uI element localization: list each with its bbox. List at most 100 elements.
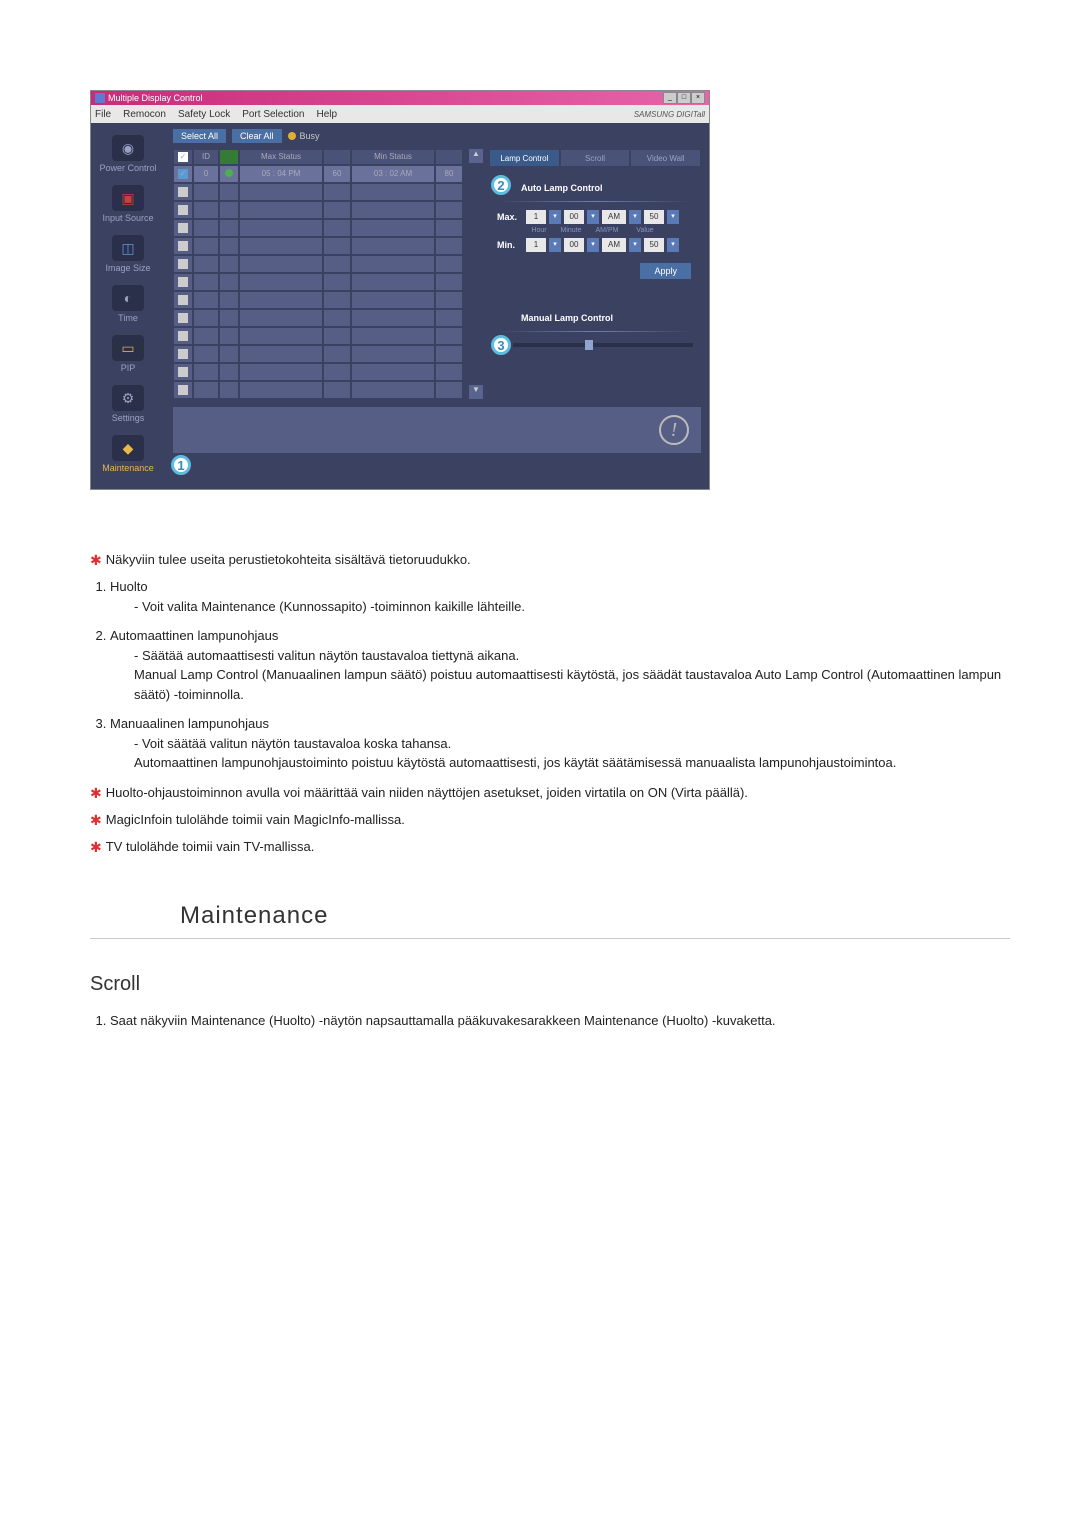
power-icon: ◉ — [112, 135, 144, 161]
apply-button[interactable]: Apply — [640, 263, 691, 279]
app-icon — [95, 93, 105, 103]
grid-scrollbar[interactable]: ▲ ▼ — [469, 149, 483, 399]
max-val[interactable]: 50 — [644, 210, 664, 224]
max-hour[interactable]: 1 — [526, 210, 546, 224]
settings-icon: ⚙ — [112, 385, 144, 411]
sidebar-item-pip[interactable]: ▭PIP — [91, 331, 165, 381]
doc-text: Näkyviin tulee useita perustietokohteita… — [106, 550, 471, 571]
dropdown-icon[interactable]: ▾ — [629, 238, 641, 252]
brand-label: SAMSUNG DIGITall — [634, 110, 705, 119]
dropdown-icon[interactable]: ▾ — [549, 238, 561, 252]
grid-header: ✓ ID Max Status Min Status — [173, 149, 463, 165]
busy-dot-icon — [288, 132, 296, 140]
menu-port-selection[interactable]: Port Selection — [242, 109, 304, 120]
display-grid: ✓ ID Max Status Min Status ✓ 0 — [173, 149, 463, 399]
dropdown-icon[interactable]: ▾ — [587, 238, 599, 252]
row-check[interactable]: ✓ — [178, 169, 188, 179]
auto-lamp-header: Auto Lamp Control — [521, 183, 693, 193]
marker-3: 3 — [491, 335, 511, 355]
maximize-button[interactable]: □ — [677, 92, 691, 104]
grid-row-empty — [173, 363, 463, 381]
slider-thumb-icon[interactable] — [585, 340, 593, 350]
manual-lamp-header: Manual Lamp Control — [521, 313, 693, 323]
scroll-down-icon[interactable]: ▼ — [469, 385, 483, 399]
grid-row-empty — [173, 345, 463, 363]
star-icon: ✱ — [90, 783, 102, 804]
dropdown-icon[interactable]: ▾ — [587, 210, 599, 224]
dropdown-icon[interactable]: ▾ — [549, 210, 561, 224]
dropdown-icon[interactable]: ▾ — [629, 210, 641, 224]
menu-help[interactable]: Help — [316, 109, 337, 120]
sidebar-item-maintenance[interactable]: ◆Maintenance — [91, 431, 165, 481]
min-ampm[interactable]: AM — [602, 238, 626, 252]
tab-video-wall[interactable]: Video Wall — [630, 149, 701, 167]
clear-all-button[interactable]: Clear All — [232, 129, 282, 143]
manual-slider-row: 50 — [497, 340, 693, 350]
list-item: Automaattinen lampunohjaus - Säätää auto… — [110, 626, 1010, 704]
scroll-up-icon[interactable]: ▲ — [469, 149, 483, 163]
step-item: Saat näkyviin Maintenance (Huolto) -näyt… — [110, 1011, 1010, 1031]
col-maxval — [323, 149, 351, 165]
tab-lamp[interactable]: Lamp Control — [489, 149, 560, 167]
grid-row-empty — [173, 309, 463, 327]
dropdown-icon[interactable]: ▾ — [667, 210, 679, 224]
scroll-heading: Scroll — [90, 969, 1010, 999]
col-minval — [435, 149, 463, 165]
app-window: Multiple Display Control _ □ × File Remo… — [90, 90, 710, 490]
menu-safety-lock[interactable]: Safety Lock — [178, 109, 230, 120]
titlebar: Multiple Display Control _ □ × — [91, 91, 709, 105]
max-row: Max. 1▾ 00▾ AM▾ 50▾ — [497, 210, 693, 224]
max-ampm[interactable]: AM — [602, 210, 626, 224]
minimize-button[interactable]: _ — [663, 92, 677, 104]
lamp-slider[interactable] — [513, 343, 693, 347]
col-check: ✓ — [173, 149, 193, 165]
maintenance-icon: ◆ — [112, 435, 144, 461]
grid-row-empty — [173, 237, 463, 255]
sidebar-item-power[interactable]: ◉Power Control — [91, 131, 165, 181]
menu-file[interactable]: File — [95, 109, 111, 120]
star-icon: ✱ — [90, 550, 102, 571]
sidebar-item-settings[interactable]: ⚙Settings — [91, 381, 165, 431]
right-panel: Lamp Control Scroll Video Wall 2 Auto La… — [489, 149, 701, 399]
star-icon: ✱ — [90, 837, 102, 858]
grid-row-0[interactable]: ✓ 0 05 : 04 PM 60 03 : 02 AM 80 — [173, 165, 463, 183]
star-icon: ✱ — [90, 810, 102, 831]
status-icon — [225, 169, 233, 177]
min-val[interactable]: 50 — [644, 238, 664, 252]
col-status — [219, 149, 239, 165]
col-min: Min Status — [351, 149, 435, 165]
grid-row-empty — [173, 219, 463, 237]
pip-icon: ▭ — [112, 335, 144, 361]
sidebar-item-time[interactable]: ◐Time — [91, 281, 165, 331]
menubar: File Remocon Safety Lock Port Selection … — [91, 105, 709, 123]
grid-row-empty — [173, 273, 463, 291]
menu-remocon[interactable]: Remocon — [123, 109, 166, 120]
grid-row-empty — [173, 291, 463, 309]
max-min[interactable]: 00 — [564, 210, 584, 224]
window-title: Multiple Display Control — [108, 93, 203, 103]
list-item: Huolto - Voit valita Maintenance (Kunnos… — [110, 577, 1010, 616]
min-min[interactable]: 00 — [564, 238, 584, 252]
grid-row-empty — [173, 255, 463, 273]
min-hour[interactable]: 1 — [526, 238, 546, 252]
sidebar-item-image[interactable]: ◫Image Size — [91, 231, 165, 281]
status-strip: ! — [173, 407, 701, 453]
select-all-button[interactable]: Select All — [173, 129, 226, 143]
image-icon: ◫ — [112, 235, 144, 261]
doc-text: Huolto-ohjaustoiminnon avulla voi määrit… — [106, 783, 748, 804]
tab-scroll[interactable]: Scroll — [560, 149, 631, 167]
input-icon: ▣ — [112, 185, 144, 211]
sidebar: ◉Power Control ▣Input Source ◫Image Size… — [91, 123, 165, 489]
list-item: Manuaalinen lampunohjaus - Voit säätää v… — [110, 714, 1010, 773]
maintenance-heading: Maintenance — [180, 898, 1010, 934]
sidebar-item-input[interactable]: ▣Input Source — [91, 181, 165, 231]
sub-labels: HourMinuteAM/PMValue — [497, 227, 693, 234]
dropdown-icon[interactable]: ▾ — [667, 238, 679, 252]
grid-row-empty — [173, 381, 463, 399]
grid-row-empty — [173, 327, 463, 345]
min-row: Min. 1▾ 00▾ AM▾ 50▾ — [497, 238, 693, 252]
time-icon: ◐ — [112, 285, 144, 311]
col-max: Max Status — [239, 149, 323, 165]
close-button[interactable]: × — [691, 92, 705, 104]
info-icon: ! — [659, 415, 689, 445]
